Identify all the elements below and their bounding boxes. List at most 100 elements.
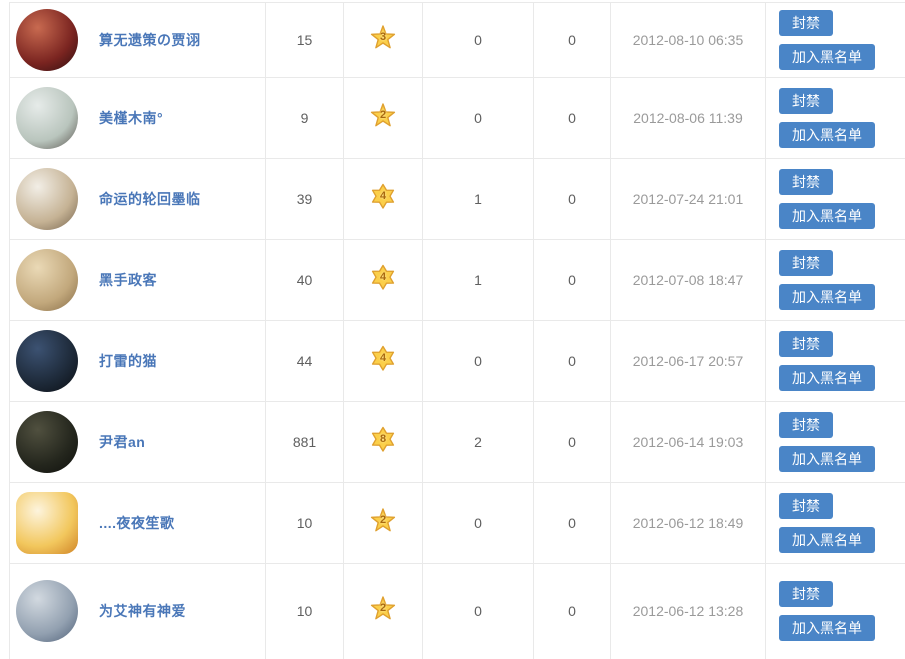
avatar[interactable] — [16, 9, 78, 71]
ban-button[interactable]: 封禁 — [779, 412, 833, 438]
level-number: 2 — [370, 514, 396, 526]
avatar[interactable] — [16, 492, 78, 554]
level-star-icon: 2 — [370, 507, 396, 534]
register-date: 2012-08-06 11:39 — [611, 78, 766, 159]
level-number: 4 — [370, 352, 396, 364]
post-count: 9 — [266, 78, 344, 159]
user-wrap: 命运的轮回墨临 — [16, 168, 265, 230]
register-date: 2012-07-24 21:01 — [611, 159, 766, 240]
username-link[interactable]: 美槿木南° — [99, 108, 163, 128]
table-row: 打雷的猫 44 4 0 0 2012-06-17 20:57 封禁 加入黑名单 — [10, 321, 905, 402]
blacklist-button[interactable]: 加入黑名单 — [779, 122, 875, 148]
level-cell: 4 — [344, 240, 423, 321]
ban-button[interactable]: 封禁 — [779, 250, 833, 276]
level-number: 4 — [370, 190, 396, 202]
user-cell: 美槿木南° — [10, 78, 266, 159]
stat-2: 0 — [534, 402, 611, 483]
register-date: 2012-06-14 19:03 — [611, 402, 766, 483]
table-row: 美槿木南° 9 2 0 0 2012-08-06 11:39 封禁 加入黑名单 — [10, 78, 905, 159]
level-number: 2 — [370, 602, 396, 614]
username-link[interactable]: 为艾神有神爱 — [99, 601, 186, 621]
ban-button[interactable]: 封禁 — [779, 88, 833, 114]
user-cell: 命运的轮回墨临 — [10, 159, 266, 240]
level-star-icon: 8 — [370, 426, 396, 453]
level-cell: 8 — [344, 402, 423, 483]
user-table: 算无遗策の贾诩 15 3 0 0 2012-08-10 06:35 封禁 加入黑… — [9, 2, 905, 659]
ban-button[interactable]: 封禁 — [779, 169, 833, 195]
user-cell: 黑手政客 — [10, 240, 266, 321]
username-link[interactable]: 黑手政客 — [99, 270, 157, 290]
level-star-icon: 2 — [370, 595, 396, 622]
level-cell: 2 — [344, 78, 423, 159]
avatar[interactable] — [16, 411, 78, 473]
table-row: 尹君an 881 8 2 0 2012-06-14 19:03 封禁 加入黑名单 — [10, 402, 905, 483]
username-link[interactable]: 算无遗策の贾诩 — [99, 30, 201, 50]
user-wrap: 打雷的猫 — [16, 330, 265, 392]
blacklist-button[interactable]: 加入黑名单 — [779, 446, 875, 472]
register-date: 2012-07-08 18:47 — [611, 240, 766, 321]
stat-2: 0 — [534, 564, 611, 659]
post-count: 10 — [266, 483, 344, 564]
ban-button[interactable]: 封禁 — [779, 493, 833, 519]
stat-2: 0 — [534, 483, 611, 564]
blacklist-button[interactable]: 加入黑名单 — [779, 365, 875, 391]
user-wrap: 为艾神有神爱 — [16, 580, 265, 642]
stat-2: 0 — [534, 321, 611, 402]
username-link[interactable]: ....夜夜笙歌 — [99, 513, 175, 533]
table-row: 算无遗策の贾诩 15 3 0 0 2012-08-10 06:35 封禁 加入黑… — [10, 3, 905, 78]
avatar[interactable] — [16, 580, 78, 642]
actions-cell: 封禁 加入黑名单 — [766, 321, 905, 402]
user-cell: 尹君an — [10, 402, 266, 483]
level-cell: 2 — [344, 564, 423, 659]
stat-1: 1 — [423, 159, 534, 240]
blacklist-button[interactable]: 加入黑名单 — [779, 615, 875, 641]
level-star-icon: 2 — [370, 102, 396, 129]
level-number: 2 — [370, 109, 396, 121]
avatar[interactable] — [16, 330, 78, 392]
ban-button[interactable]: 封禁 — [779, 331, 833, 357]
avatar[interactable] — [16, 249, 78, 311]
username-link[interactable]: 尹君an — [99, 432, 145, 452]
actions-cell: 封禁 加入黑名单 — [766, 240, 905, 321]
blacklist-button[interactable]: 加入黑名单 — [779, 44, 875, 70]
user-wrap: ....夜夜笙歌 — [16, 492, 265, 554]
username-link[interactable]: 命运的轮回墨临 — [99, 189, 201, 209]
actions-cell: 封禁 加入黑名单 — [766, 402, 905, 483]
register-date: 2012-06-12 13:28 — [611, 564, 766, 659]
user-wrap: 美槿木南° — [16, 87, 265, 149]
avatar[interactable] — [16, 87, 78, 149]
stat-1: 0 — [423, 564, 534, 659]
user-cell: ....夜夜笙歌 — [10, 483, 266, 564]
level-number: 3 — [370, 31, 396, 43]
stat-1: 2 — [423, 402, 534, 483]
avatar[interactable] — [16, 168, 78, 230]
user-cell: 为艾神有神爱 — [10, 564, 266, 659]
user-cell: 算无遗策の贾诩 — [10, 3, 266, 78]
blacklist-button[interactable]: 加入黑名单 — [779, 284, 875, 310]
actions-cell: 封禁 加入黑名单 — [766, 78, 905, 159]
level-cell: 4 — [344, 159, 423, 240]
username-link[interactable]: 打雷的猫 — [99, 351, 157, 371]
user-wrap: 算无遗策の贾诩 — [16, 9, 265, 71]
actions-cell: 封禁 加入黑名单 — [766, 483, 905, 564]
blacklist-button[interactable]: 加入黑名单 — [779, 527, 875, 553]
post-count: 44 — [266, 321, 344, 402]
table-row: ....夜夜笙歌 10 2 0 0 2012-06-12 18:49 封禁 加入… — [10, 483, 905, 564]
stat-2: 0 — [534, 159, 611, 240]
stat-1: 0 — [423, 78, 534, 159]
ban-button[interactable]: 封禁 — [779, 581, 833, 607]
user-cell: 打雷的猫 — [10, 321, 266, 402]
level-cell: 3 — [344, 3, 423, 78]
actions-cell: 封禁 加入黑名单 — [766, 3, 905, 78]
level-number: 4 — [370, 271, 396, 283]
stat-1: 1 — [423, 240, 534, 321]
level-star-icon: 3 — [370, 24, 396, 51]
blacklist-button[interactable]: 加入黑名单 — [779, 203, 875, 229]
stat-1: 0 — [423, 321, 534, 402]
level-star-icon: 4 — [370, 183, 396, 210]
table-row: 黑手政客 40 4 1 0 2012-07-08 18:47 封禁 加入黑名单 — [10, 240, 905, 321]
post-count: 881 — [266, 402, 344, 483]
level-star-icon: 4 — [370, 345, 396, 372]
ban-button[interactable]: 封禁 — [779, 10, 833, 36]
stat-1: 0 — [423, 483, 534, 564]
